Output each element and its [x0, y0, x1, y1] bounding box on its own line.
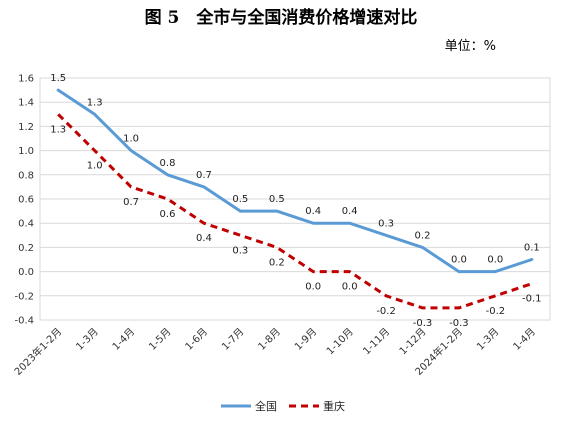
- data-label: -0.3: [413, 318, 433, 329]
- x-tick-label: 1-3月: [474, 326, 501, 353]
- y-tick-label: 0.0: [18, 267, 34, 278]
- x-tick-label: 1-12月: [397, 326, 429, 358]
- y-tick-label: 0.4: [18, 219, 34, 230]
- data-label: 0.0: [487, 255, 503, 266]
- data-label: 0.2: [269, 257, 285, 268]
- data-label: 0.0: [305, 282, 321, 293]
- y-tick-label: -0.2: [14, 291, 34, 302]
- data-label: 1.3: [87, 97, 103, 108]
- x-tick-label: 1-10月: [324, 326, 356, 358]
- x-tick-label: 1-8月: [256, 326, 283, 353]
- data-label: 0.4: [196, 233, 212, 244]
- x-tick-label: 1-3月: [74, 326, 101, 353]
- x-tick-label: 1-11月: [361, 326, 393, 358]
- data-label: -0.2: [376, 306, 396, 317]
- legend-label: 重庆: [323, 399, 345, 413]
- data-label: 0.2: [415, 230, 431, 241]
- data-label: -0.1: [522, 294, 542, 305]
- data-label: 0.5: [269, 194, 285, 205]
- y-tick-label: -0.4: [14, 316, 34, 327]
- y-tick-label: 1.4: [18, 98, 34, 109]
- x-tick-label: 1-9月: [292, 326, 319, 353]
- series-line-1: [57, 113, 533, 310]
- y-tick-label: 1.2: [18, 122, 34, 133]
- data-label: 0.6: [160, 209, 176, 220]
- y-tick-label: 0.2: [18, 243, 34, 254]
- y-tick-label: 1.6: [18, 74, 34, 85]
- data-labels: 1.5 1.3 1.0 0.8 0.7 0.5 0.5 0.4 0.4 0.3 0.2 0.0 0.0 0…: [50, 73, 541, 329]
- data-label: 1.0: [123, 134, 139, 145]
- x-tick-label: 1-7月: [219, 326, 246, 353]
- data-label: 0.4: [342, 206, 358, 217]
- y-tick-label: 0.6: [18, 195, 34, 206]
- data-label: 0.1: [524, 243, 540, 254]
- unit-label: 单位：%: [445, 39, 496, 54]
- gridlines: [39, 77, 551, 321]
- data-label: 0.7: [196, 170, 212, 181]
- series-line-0: [56, 88, 534, 274]
- y-axis: -0.4 -0.2 0.0 0.2 0.4 0.6 0.8 1.0 1.2 1.4 1.6: [14, 74, 34, 327]
- data-label: 0.8: [160, 158, 176, 169]
- x-tick-label: 1-5月: [147, 326, 174, 353]
- x-tick-label: 2023年1-2月: [11, 325, 64, 378]
- data-label: -0.2: [486, 306, 506, 317]
- data-label: 1.5: [50, 73, 66, 84]
- x-tick-label: 1-4月: [110, 326, 137, 353]
- data-label: 1.3: [50, 124, 66, 135]
- chart-title: 图 5 全市与全国消费价格增速对比: [145, 7, 418, 28]
- y-tick-label: 1.0: [18, 146, 34, 157]
- data-label: 1.0: [87, 161, 103, 172]
- series-lines: [56, 88, 534, 310]
- data-label: 0.7: [123, 197, 139, 208]
- y-tick-label: 0.8: [18, 170, 34, 181]
- x-tick-label: 1-4月: [511, 326, 538, 353]
- data-label: 0.3: [232, 245, 248, 256]
- data-label: 0.0: [451, 255, 467, 266]
- data-label: 0.5: [232, 194, 248, 205]
- x-tick-label: 1-6月: [183, 326, 210, 353]
- data-label: -0.3: [449, 318, 469, 329]
- data-label: 0.3: [378, 218, 394, 229]
- legend: 全国 重庆: [221, 399, 345, 413]
- data-label: 0.4: [305, 206, 321, 217]
- x-axis: 2023年1-2月 1-3月 1-4月 1-5月 1-6月 1-7月 1-8月 1-9月 1-1…: [11, 325, 537, 378]
- plot-area-border: [39, 77, 551, 321]
- legend-label: 全国: [255, 399, 277, 413]
- data-label: 0.0: [342, 282, 358, 293]
